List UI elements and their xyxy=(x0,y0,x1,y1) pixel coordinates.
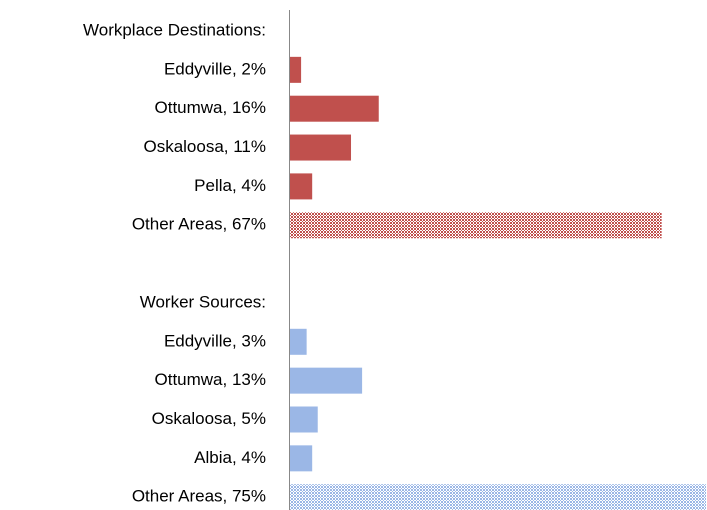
category-label: Ottumwa, 13% xyxy=(155,370,267,389)
category-label: Workplace Destinations: xyxy=(83,20,266,39)
bar xyxy=(290,212,662,239)
bar xyxy=(290,328,307,355)
category-label: Oskaloosa, 11% xyxy=(143,137,266,156)
category-label: Ottumwa, 16% xyxy=(155,98,267,117)
category-label: Albia, 4% xyxy=(194,448,266,467)
bar xyxy=(290,406,318,433)
category-label: Eddyville, 2% xyxy=(164,59,266,78)
bar xyxy=(290,367,363,394)
category-label: Other Areas, 75% xyxy=(132,487,266,506)
bar xyxy=(290,134,352,161)
bar xyxy=(290,445,313,472)
category-label: Other Areas, 67% xyxy=(132,215,266,234)
category-label: Oskaloosa, 5% xyxy=(152,409,266,428)
category-label: Pella, 4% xyxy=(194,176,266,195)
bar xyxy=(290,173,313,200)
category-label: Eddyville, 3% xyxy=(164,331,266,350)
bar xyxy=(290,484,706,510)
bar xyxy=(290,95,379,122)
category-label: Worker Sources: xyxy=(140,292,266,311)
bar xyxy=(290,56,302,83)
